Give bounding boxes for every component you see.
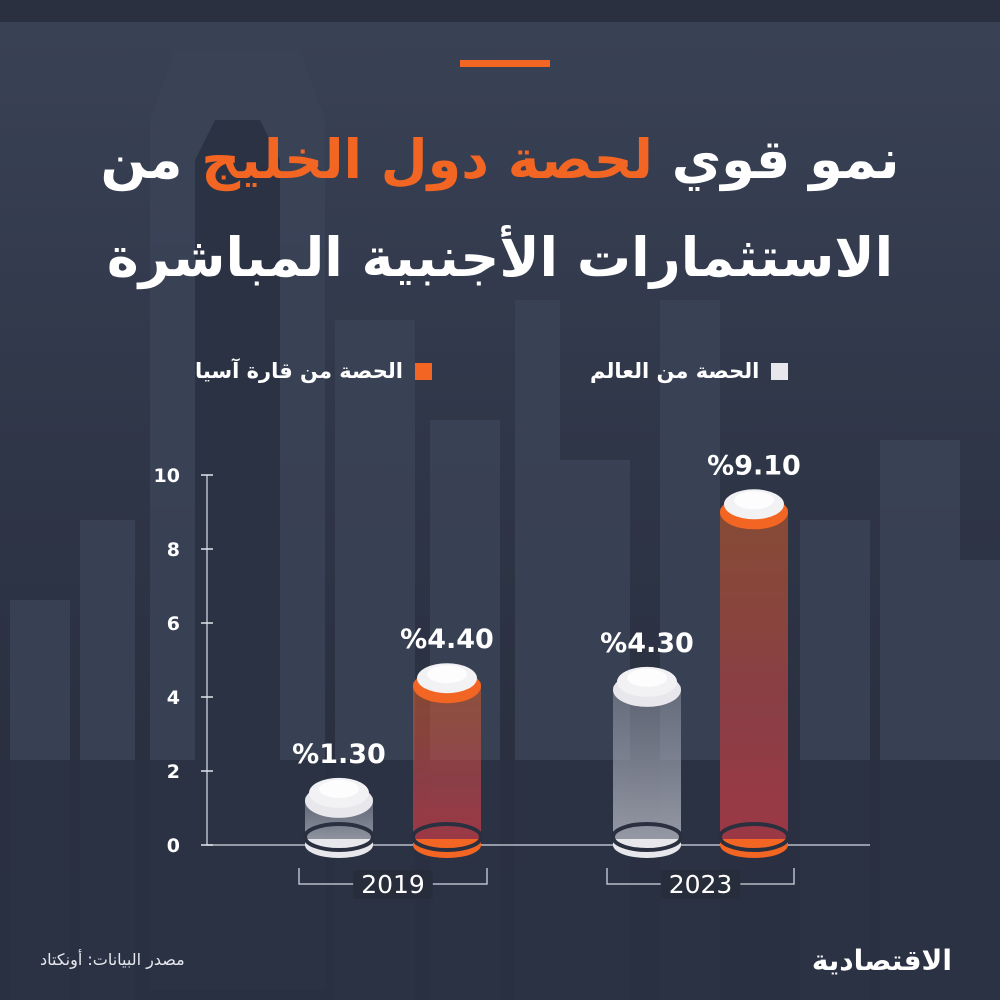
legend-swatch-asia: [414, 362, 432, 380]
bar-base-ring: [411, 822, 483, 852]
bar-cap-highlight: [627, 668, 667, 687]
chart-title-line2: الاستثمارات الأجنبية المباشرة: [106, 226, 894, 289]
bar-cap-highlight: [319, 779, 359, 798]
legend-swatch-world: [771, 362, 789, 380]
legend-label-asia: الحصة من قارة آسيا: [195, 359, 403, 383]
publisher-logo: الاقتصادية: [811, 944, 953, 977]
chart-title-line1: نمو قوي لحصة دول الخليج من: [0, 128, 1000, 191]
bar-cap-highlight: [427, 665, 467, 684]
legend-asia: الحصة من قارة آسيا: [195, 356, 432, 386]
title-part-pre: نمو قوي: [671, 128, 900, 191]
data-label: %4.30: [600, 628, 694, 659]
bar-base-ring: [303, 822, 375, 852]
legend-world: الحصة من العالم: [590, 356, 789, 386]
y-tick-label: 6: [167, 613, 180, 635]
bar: [413, 682, 481, 845]
bar-base-ring: [718, 822, 790, 852]
data-source: مصدر البيانات: أونكتاد: [40, 950, 185, 969]
y-tick-label: 0: [167, 835, 180, 857]
x-tick-label: 2019: [361, 870, 425, 899]
data-label: %1.30: [292, 739, 386, 770]
bar: [720, 508, 788, 845]
bar: [613, 685, 681, 845]
y-tick-label: 2: [167, 761, 180, 783]
y-tick-label: 8: [167, 539, 180, 561]
category-label-bg: [660, 870, 741, 899]
title-part-post: من: [100, 128, 183, 191]
bar-cap-highlight: [734, 491, 774, 510]
data-label: %4.40: [400, 624, 494, 655]
bar-base-ring: [611, 822, 683, 852]
y-tick-label: 10: [154, 465, 180, 487]
x-tick-label: 2023: [669, 870, 733, 899]
y-tick-label: 4: [167, 687, 180, 709]
category-label-bg: [353, 870, 433, 899]
data-label: %9.10: [707, 450, 801, 481]
legend-label-world: الحصة من العالم: [590, 359, 760, 383]
title-accent: لحصة دول الخليج: [201, 128, 653, 191]
